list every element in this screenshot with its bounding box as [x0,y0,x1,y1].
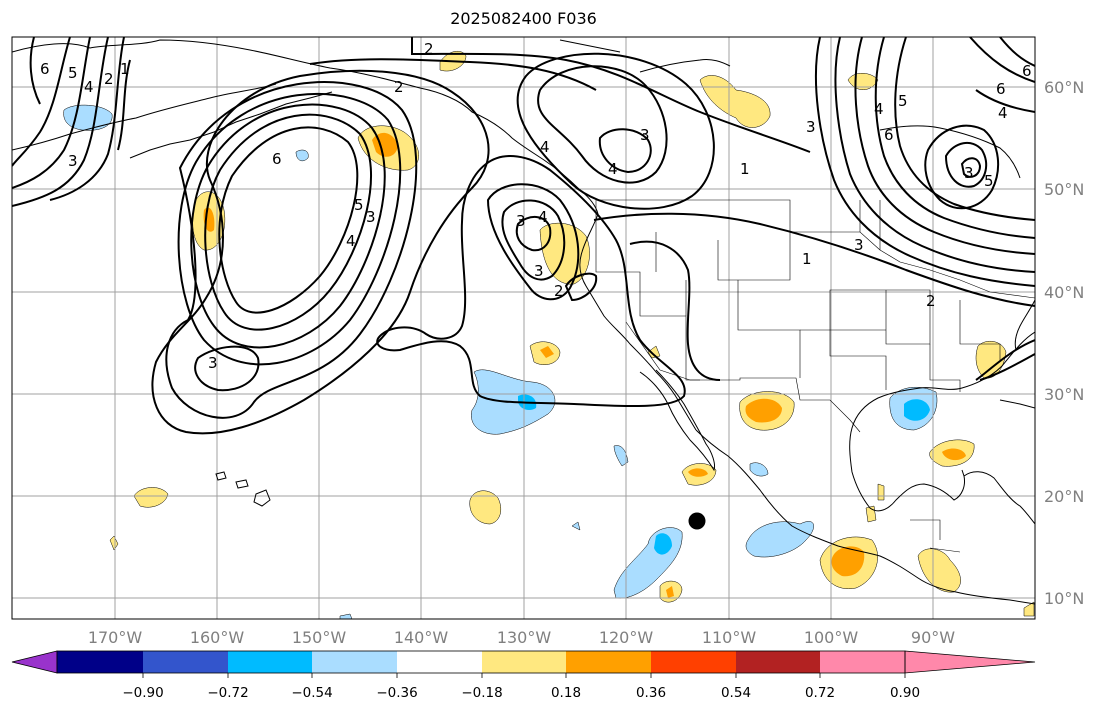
lon-tick-label: 140°W [394,628,449,647]
contour-label: 4 [84,78,94,96]
contour-label: 4 [540,138,550,156]
latitude-labels: 60°N 50°N 40°N 30°N 20°N 10°N [1044,78,1084,608]
colorbar-segment [228,651,312,673]
lon-tick-label: 100°W [804,628,859,647]
contour-label: 2 [554,282,564,300]
contour-label: 6 [996,80,1006,98]
colorbar-segment [397,651,482,673]
location-marker [688,512,706,530]
lon-tick-label: 130°W [497,628,552,647]
contour-label: 3 [806,118,816,136]
contour-lines [12,37,1035,435]
contour-label: 2 [424,40,434,58]
contour-label: 6 [40,60,50,78]
lon-tick-label: 170°W [88,628,143,647]
political-borders [595,199,1035,553]
contour-label: 2 [104,70,114,88]
lon-tick-label: 150°W [292,628,347,647]
colorbar-tick-label: −0.72 [207,685,248,701]
lat-tick-label: 20°N [1044,487,1084,506]
colorbar-tick-label: 0.72 [805,685,835,701]
lon-tick-label: 90°W [911,628,955,647]
contour-label: 3 [366,208,376,226]
figure-title: 2025082400 F036 [450,9,597,28]
colorbar-tick-label: 0.90 [890,685,920,701]
contour-label: 6 [884,126,894,144]
contour-label: 3 [534,262,544,280]
colorbar-outline [56,650,906,674]
lon-tick-label: 110°W [702,628,757,647]
lat-tick-label: 60°N [1044,78,1084,97]
colorbar-segment [312,651,397,673]
colorbar-tick-label: −0.18 [461,685,502,701]
graticule [12,37,1035,619]
contour-label: 3 [68,152,78,170]
contour-label: 1 [740,160,750,178]
lat-tick-label: 30°N [1044,385,1084,404]
contour-label: 3 [964,164,974,182]
colorbar-segment [736,651,820,673]
contour-label: 4 [874,100,884,118]
colorbar-extend-max [904,650,1036,674]
contour-label: 6 [1022,62,1032,80]
colorbar-tick-label: −0.54 [291,685,332,701]
colorbar-segment [57,651,143,673]
contour-label: 2 [394,78,404,96]
contour-label: 3 [640,126,650,144]
contour-label: 4 [538,208,548,226]
colorbar-tick-label: −0.90 [122,685,163,701]
colorbar-segment [566,651,651,673]
contour-label: 1 [802,250,812,268]
shaded-anomalies [63,50,1035,619]
contour-label: 3 [516,212,526,230]
lat-tick-label: 50°N [1044,180,1084,199]
colorbar-tick-label: 0.18 [551,685,581,701]
contour-label: 2 [926,292,936,310]
contour-label: 4 [608,160,618,178]
colorbar-tick-label: −0.36 [376,685,417,701]
contour-label: 1 [120,60,130,78]
colorbar: −0.90 −0.72 −0.54 −0.36 −0.18 0.18 0.36 … [11,650,1036,701]
colorbar-tick-label: 0.36 [636,685,666,701]
lat-tick-label: 10°N [1044,589,1084,608]
colorbar-segment [820,651,905,673]
contour-label: 5 [354,196,364,214]
lon-tick-label: 160°W [190,628,245,647]
contour-label: 5 [68,64,78,82]
colorbar-ticks [142,673,906,678]
colorbar-segment [651,651,736,673]
coastlines [12,39,1035,605]
contour-label: 3 [208,354,218,372]
colorbar-extend-min [11,650,58,674]
contour-label: 6 [272,150,282,168]
longitude-labels: 170°W 160°W 150°W 140°W 130°W 120°W 110°… [88,628,955,647]
contour-label: 3 [854,236,864,254]
contour-label: 4 [998,104,1008,122]
contour-labels: 6 5 4 2 1 3 2 2 6 3 4 5 3 3 4 3 3 2 4 4 … [40,40,1032,372]
contour-label: 5 [898,92,908,110]
contour-label: 4 [346,232,356,250]
colorbar-tick-label: 0.54 [721,685,751,701]
map-frame [11,36,1036,620]
lat-tick-label: 40°N [1044,283,1084,302]
lon-tick-label: 120°W [599,628,654,647]
colorbar-segment [143,651,228,673]
colorbar-segment [482,651,566,673]
contour-label: 5 [984,172,994,190]
